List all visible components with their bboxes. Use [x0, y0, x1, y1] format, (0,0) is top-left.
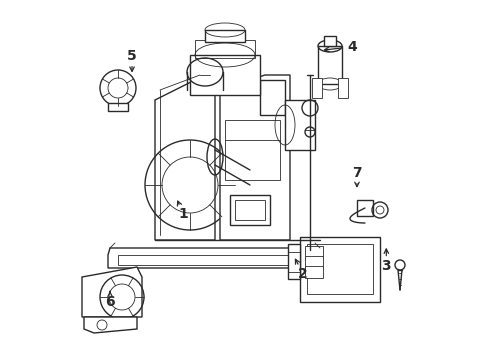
- Polygon shape: [311, 78, 321, 98]
- Bar: [317, 46, 341, 84]
- Text: 3: 3: [381, 260, 390, 273]
- Text: 7: 7: [351, 166, 361, 180]
- Bar: [190, 55, 260, 95]
- Bar: [306, 244, 372, 294]
- Bar: [108, 103, 128, 111]
- Bar: [118, 255, 312, 265]
- Bar: [235, 200, 264, 220]
- Polygon shape: [155, 80, 215, 240]
- Polygon shape: [82, 267, 142, 317]
- Polygon shape: [84, 317, 137, 333]
- Bar: [287, 252, 299, 272]
- Bar: [260, 80, 285, 115]
- Polygon shape: [108, 248, 325, 268]
- Bar: [195, 40, 254, 58]
- Bar: [305, 256, 323, 268]
- Text: 4: 4: [346, 40, 356, 54]
- Text: 1: 1: [178, 207, 188, 221]
- Bar: [204, 30, 244, 42]
- Polygon shape: [337, 78, 347, 98]
- Polygon shape: [220, 75, 289, 240]
- Text: 2: 2: [298, 267, 307, 280]
- Polygon shape: [356, 200, 372, 216]
- Bar: [287, 244, 299, 279]
- Text: 5: 5: [127, 49, 137, 63]
- Bar: [299, 237, 379, 302]
- Bar: [229, 195, 269, 225]
- Bar: [224, 120, 280, 180]
- Text: 6: 6: [105, 296, 115, 309]
- Bar: [305, 246, 323, 258]
- Bar: [285, 100, 314, 150]
- Bar: [305, 266, 323, 278]
- Bar: [324, 36, 335, 46]
